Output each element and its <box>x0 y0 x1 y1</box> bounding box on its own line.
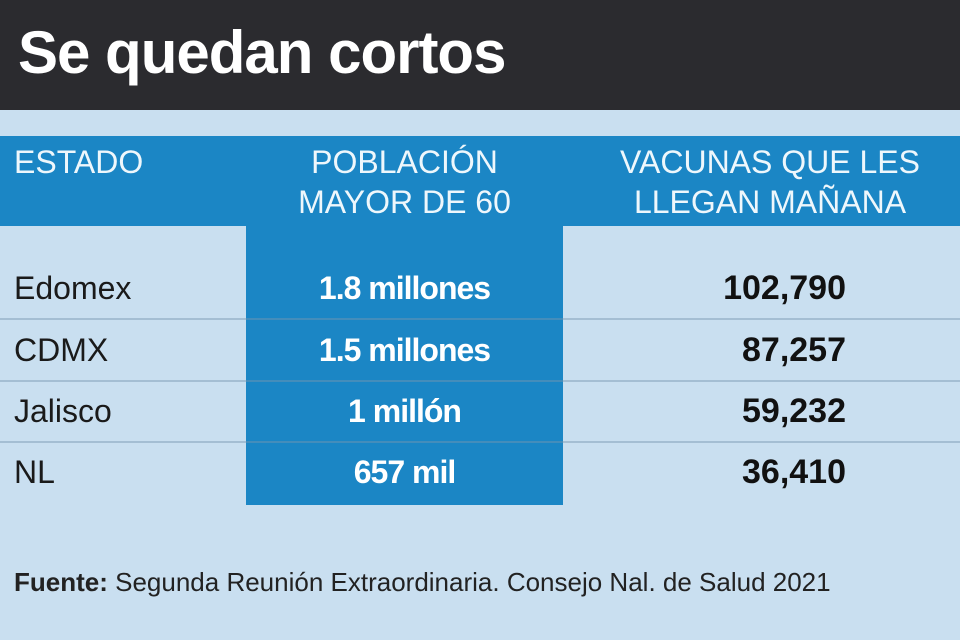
title-bar: Se quedan cortos <box>0 0 960 110</box>
row-divider <box>0 318 960 320</box>
cell-estado: Jalisco <box>14 393 112 429</box>
header-estado: ESTADO <box>14 144 144 180</box>
row-divider <box>0 441 960 443</box>
row-divider <box>0 380 960 382</box>
cell-poblacion: 1.8 millones <box>318 270 491 306</box>
cell-poblacion: 1 millón <box>348 393 462 429</box>
cell-estado: Edomex <box>14 270 132 306</box>
cell-vacunas: 87,257 <box>742 331 846 369</box>
cell-vacunas: 36,410 <box>742 453 846 491</box>
header-vacunas: VACUNAS QUE LES LLEGAN MAÑANA <box>590 142 950 222</box>
cell-poblacion: 657 mil <box>353 454 457 490</box>
header-poblacion-line1: POBLACIÓN <box>311 144 498 180</box>
header-vacunas-line2: LLEGAN MAÑANA <box>633 184 907 220</box>
cell-vacunas: 102,790 <box>723 269 846 307</box>
cell-estado: CDMX <box>14 332 109 368</box>
header-poblacion: POBLACIÓN MAYOR DE 60 <box>246 142 563 222</box>
header-poblacion-line2: MAYOR DE 60 <box>298 184 511 220</box>
cell-vacunas: 59,232 <box>742 392 846 430</box>
cell-estado: NL <box>14 454 55 490</box>
population-column-highlight <box>246 226 563 505</box>
cell-poblacion: 1.5 millones <box>318 332 491 368</box>
source-label: Fuente: <box>14 567 108 597</box>
header-band <box>0 136 960 226</box>
header-vacunas-line1: VACUNAS QUE LES <box>620 144 920 180</box>
source-text: Segunda Reunión Extraordinaria. Consejo … <box>107 567 831 597</box>
page-title: Se quedan cortos <box>18 19 506 86</box>
source-note: Fuente: Segunda Reunión Extraordinaria. … <box>14 567 831 598</box>
